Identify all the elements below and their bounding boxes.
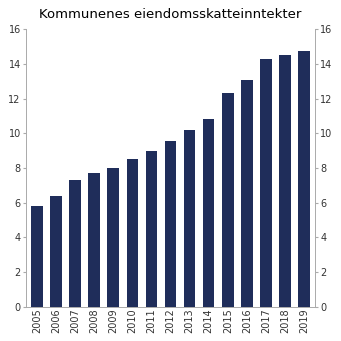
Bar bbox=[279, 55, 291, 307]
Bar bbox=[184, 130, 195, 307]
Title: Kommunenes eiendomsskatteinntekter: Kommunenes eiendomsskatteinntekter bbox=[39, 8, 302, 21]
Bar bbox=[203, 119, 214, 307]
Bar bbox=[222, 93, 234, 307]
Bar bbox=[165, 141, 176, 307]
Bar bbox=[69, 180, 81, 307]
Bar bbox=[146, 151, 157, 307]
Bar bbox=[241, 80, 253, 307]
Bar bbox=[127, 159, 138, 307]
Bar bbox=[260, 59, 272, 307]
Bar bbox=[298, 51, 310, 307]
Bar bbox=[50, 196, 62, 307]
Bar bbox=[107, 168, 119, 307]
Bar bbox=[88, 173, 100, 307]
Bar bbox=[31, 206, 43, 307]
